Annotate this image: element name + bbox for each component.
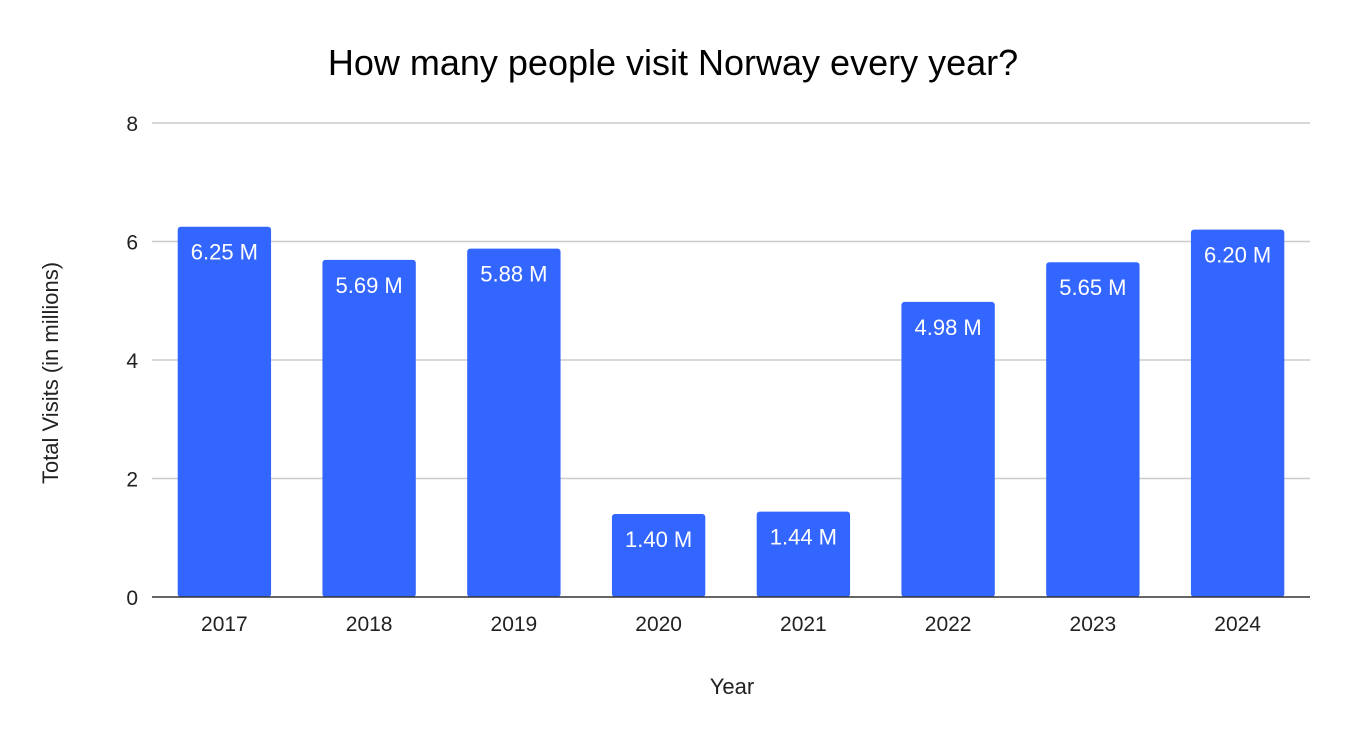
bar-2024 [1190, 229, 1285, 597]
x-tick-label: 2024 [1214, 613, 1261, 636]
x-tick-label: 2017 [201, 613, 248, 636]
data-label: 5.69 M [335, 273, 402, 298]
x-axis-title: Year [710, 674, 754, 699]
data-labels: 6.25 M 5.69 M 5.88 M 1.40 M 1.44 M 4.98 M 5.65… [191, 240, 1272, 552]
bar-2018 [322, 259, 416, 597]
x-tick-label: 2019 [491, 613, 538, 636]
y-axis-ticks: 0 2 4 6 8 [126, 113, 138, 610]
x-axis-ticks: 2017 2018 2019 2020 2021 2022 2023 2024 [201, 613, 1261, 636]
x-tick-label: 2022 [925, 613, 972, 636]
bars [177, 226, 1285, 598]
data-label: 6.25 M [191, 240, 258, 265]
data-label: 5.65 M [1059, 275, 1126, 300]
y-tick-label: 4 [126, 350, 138, 373]
y-axis-title: Total Visits (in millions) [38, 262, 63, 484]
y-tick-label: 8 [126, 113, 138, 136]
data-label: 5.88 M [480, 262, 547, 287]
data-label: 4.98 M [914, 315, 981, 340]
y-tick-label: 2 [126, 469, 138, 492]
y-tick-label: 6 [126, 232, 138, 255]
bar-2020 [611, 514, 706, 597]
bar-2021 [756, 511, 851, 597]
x-tick-label: 2023 [1070, 613, 1117, 636]
bar-2019 [467, 248, 561, 598]
data-label: 1.40 M [625, 527, 692, 552]
x-tick-label: 2021 [780, 613, 827, 636]
data-label: 6.20 M [1204, 243, 1271, 268]
bar-2022 [901, 301, 995, 597]
bar-2023 [1046, 262, 1140, 597]
x-tick-label: 2020 [635, 613, 682, 636]
chart-title: How many people visit Norway every year? [328, 42, 1018, 83]
bar-2017 [177, 226, 272, 597]
data-label: 1.44 M [770, 525, 837, 550]
y-tick-label: 0 [126, 587, 138, 610]
x-tick-label: 2018 [346, 613, 393, 636]
